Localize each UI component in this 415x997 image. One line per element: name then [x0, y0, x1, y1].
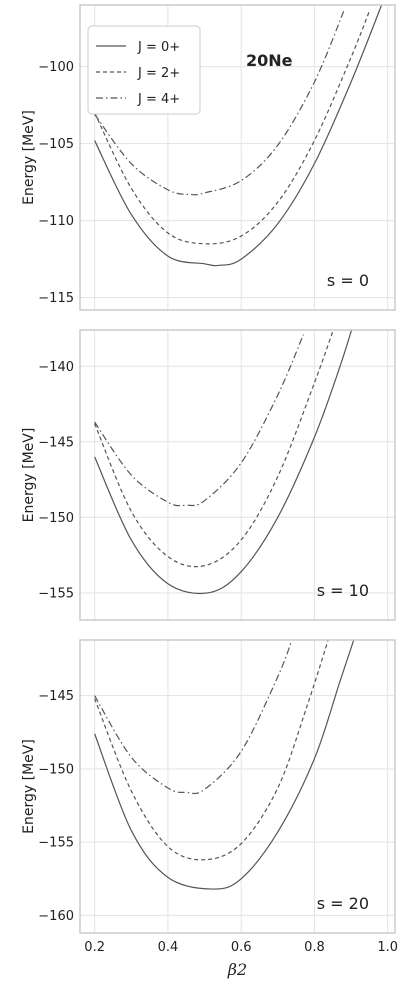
y-tick-label: −145 [38, 435, 74, 450]
y-tick-label: −155 [38, 836, 74, 851]
x-tick-label: 1.0 [377, 940, 398, 955]
y-tick-label: −160 [38, 909, 74, 924]
y-tick-label: −150 [38, 762, 74, 777]
legend-label: J = 0+ [137, 40, 180, 55]
y-tick-label: −140 [38, 360, 74, 375]
panel-2: −155 −150 −145 −140 Energy [MeV] s = 10 [21, 329, 396, 621]
series-line-dashdot [94, 334, 304, 507]
y-tick-label: −115 [38, 291, 74, 306]
x-tick-label: 0.8 [304, 940, 325, 955]
y-tick-label: −145 [38, 689, 74, 704]
nucleus-label: 20Ne [246, 51, 293, 70]
y-tick-label: −105 [38, 137, 74, 152]
y-tick-label: −150 [38, 511, 74, 526]
x-tick-label: 0.6 [231, 940, 252, 955]
series-line-dashed [94, 10, 370, 245]
y-tick-label: −100 [38, 60, 74, 75]
legend-label: J = 4+ [137, 92, 180, 107]
plot-area [80, 640, 395, 933]
plot-area [80, 330, 395, 620]
y-axis-label: Energy [MeV] [21, 739, 37, 834]
plot-frame [79, 329, 396, 621]
x-tick-label: 0.4 [158, 940, 179, 955]
series-line-solid [94, 640, 355, 890]
legend: J = 0+ J = 2+ J = 4+ [87, 25, 201, 115]
x-tick-label: 0.2 [84, 940, 105, 955]
series-line-dashdot [94, 10, 345, 196]
panel-1: −115 −110 −105 −100 Energy [MeV] s = 0 20Ne J =… [21, 4, 396, 311]
y-axis-label: Energy [MeV] [21, 428, 37, 523]
plot-frame [79, 639, 396, 934]
y-tick-label: −155 [38, 586, 74, 601]
panel-label: s = 10 [317, 581, 369, 600]
panel-label: s = 20 [317, 894, 369, 913]
legend-label: J = 2+ [137, 66, 180, 81]
legend-box [87, 25, 201, 115]
y-tick-label: −110 [38, 214, 74, 229]
panel-label: s = 0 [327, 271, 369, 290]
y-axis-label: Energy [MeV] [21, 110, 37, 205]
series-line-dashed [94, 640, 329, 861]
plot-frame [79, 4, 396, 311]
panel-3: −160 −155 −150 −145 0.2 0.4 0.6 0.8 1.0 Energy [M… [21, 639, 398, 979]
x-axis-label: β2 [227, 960, 247, 979]
series-line-dashdot [94, 640, 293, 795]
series-line-solid [94, 330, 353, 595]
series-line-solid [94, 5, 383, 267]
